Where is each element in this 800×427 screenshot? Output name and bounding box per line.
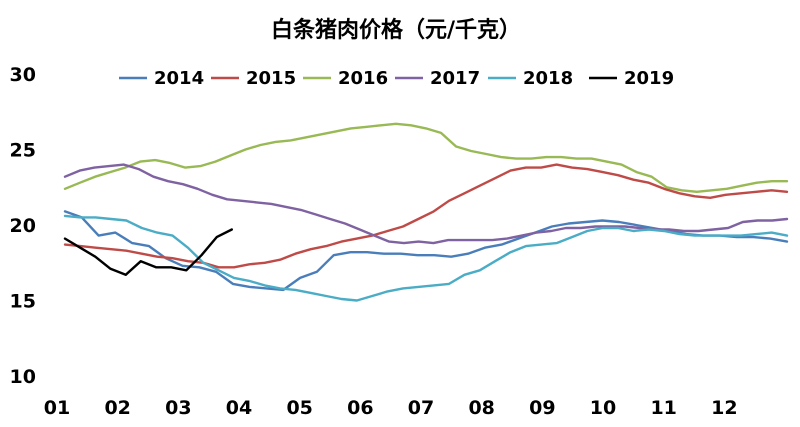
x-tick-label: 08 (468, 397, 494, 419)
x-tick-label: 12 (711, 397, 737, 419)
chart-title: 白条猪肉价格（元/千克） (271, 17, 521, 43)
x-tick-label: 02 (104, 397, 130, 419)
y-tick-label: 30 (10, 64, 36, 86)
legend-label-2014: 2014 (154, 68, 204, 89)
x-tick-label: 07 (408, 397, 434, 419)
legend-label-2015: 2015 (246, 68, 296, 89)
legend-label-2016: 2016 (338, 68, 388, 89)
x-tick-label: 05 (286, 397, 312, 419)
x-tick-label: 11 (650, 397, 676, 419)
series-line-2015 (63, 163, 789, 269)
x-tick-label: 09 (529, 397, 555, 419)
x-tick-label: 04 (226, 397, 252, 419)
y-tick-label: 25 (10, 140, 36, 162)
chart-legend: 2014 2015 2016 2017 2018 2019 (119, 68, 674, 89)
x-tick-label: 01 (44, 397, 70, 419)
y-axis-tick-labels: 10 15 20 25 30 (10, 64, 36, 388)
series-line-2019 (63, 228, 234, 276)
y-tick-label: 20 (10, 215, 36, 237)
series-line-2014 (63, 210, 789, 292)
legend-label-2018: 2018 (523, 68, 573, 89)
legend-label-2017: 2017 (430, 68, 480, 89)
x-tick-label: 06 (347, 397, 373, 419)
series-line-2018 (63, 214, 789, 302)
y-tick-label: 10 (10, 366, 36, 388)
series-line-2017 (63, 163, 789, 245)
x-tick-label: 10 (590, 397, 616, 419)
y-tick-label: 15 (10, 291, 36, 313)
series-line-2016 (63, 122, 789, 194)
series-lines (63, 122, 789, 302)
x-axis-tick-labels: 01 02 03 04 05 06 07 08 09 10 11 12 (44, 397, 738, 419)
x-tick-label: 03 (165, 397, 191, 419)
legend-label-2019: 2019 (624, 68, 674, 89)
